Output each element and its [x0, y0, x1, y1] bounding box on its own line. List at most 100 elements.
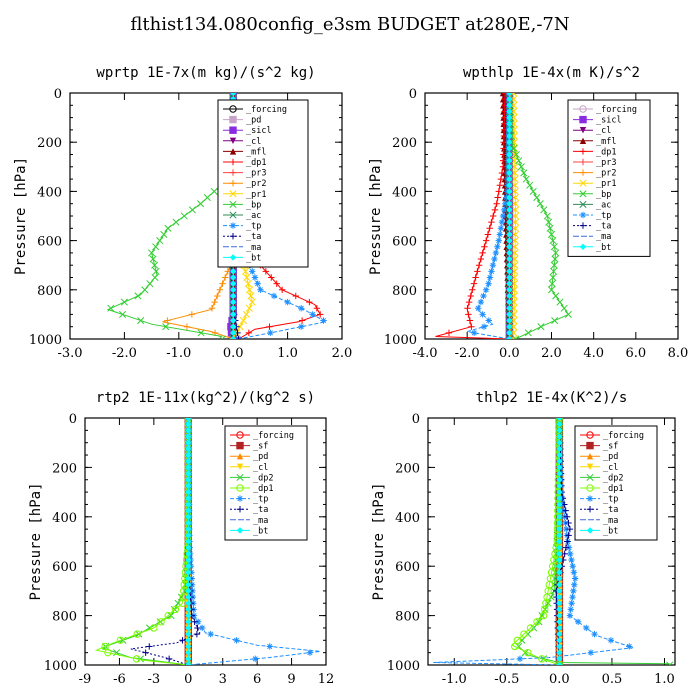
- series-marker: [574, 618, 582, 625]
- series-marker: [133, 630, 141, 638]
- legend-label: _dp2: [253, 473, 273, 483]
- series-marker: [522, 175, 530, 183]
- legend-marker: [236, 506, 244, 513]
- series-marker: [511, 267, 519, 275]
- series-marker: [469, 286, 476, 293]
- series-marker: [538, 655, 546, 663]
- series-marker: [254, 280, 261, 287]
- series-marker: [550, 243, 558, 251]
- series-marker: [506, 280, 513, 287]
- series-marker: [556, 418, 563, 422]
- series-marker: [317, 311, 324, 318]
- legend-marker: [236, 495, 244, 502]
- x-tick-label: -2.0: [455, 346, 480, 361]
- series-line-dp1: [435, 93, 510, 339]
- series-marker: [511, 163, 519, 171]
- series-marker: [506, 262, 513, 269]
- series-marker: [565, 532, 572, 539]
- series-marker: [148, 249, 156, 257]
- chart-title: wprtp 1E-7x(m kg)/(s^2 kg): [96, 65, 315, 81]
- y-tick-label: 200: [392, 136, 417, 151]
- series-marker: [248, 298, 256, 306]
- y-tick-label: 800: [392, 284, 417, 299]
- legend-label: _ta: [246, 232, 261, 242]
- y-tick-label: 400: [52, 511, 77, 526]
- series-marker: [193, 630, 201, 638]
- series-marker: [510, 286, 518, 294]
- legend-label: _ac: [596, 200, 611, 210]
- series-marker: [506, 335, 513, 339]
- legend-marker: [579, 158, 587, 166]
- x-tick-label: -1.0: [166, 346, 191, 361]
- series-marker: [506, 329, 513, 337]
- series-marker: [185, 439, 192, 446]
- series-marker: [185, 433, 192, 440]
- series-marker: [506, 151, 513, 158]
- series-marker: [556, 569, 563, 576]
- legend-label: _pd: [253, 452, 268, 462]
- x-tick-label: -3: [148, 672, 161, 687]
- series-marker: [230, 298, 237, 306]
- series-marker: [556, 630, 563, 638]
- x-tick-label: -3.0: [57, 346, 82, 361]
- series-marker: [208, 305, 216, 312]
- series-marker: [526, 181, 534, 189]
- series-marker: [569, 563, 576, 570]
- series-marker: [199, 624, 206, 632]
- series-marker: [564, 538, 571, 545]
- x-tick-label: -1.0: [442, 672, 467, 687]
- series-marker: [298, 317, 306, 324]
- series-marker: [495, 188, 502, 195]
- series-marker: [506, 126, 513, 134]
- series-marker: [563, 513, 571, 520]
- series-marker: [607, 637, 615, 644]
- series-line-dp2: [100, 418, 189, 665]
- series-marker: [515, 642, 523, 651]
- series-marker: [249, 268, 256, 275]
- series-marker: [465, 311, 472, 318]
- legend-label: _ma: [603, 516, 618, 526]
- legend-box: [567, 99, 651, 257]
- legend-marker: [236, 431, 244, 439]
- series-marker: [506, 145, 513, 152]
- series-marker: [243, 273, 251, 282]
- y-tick-label: 0: [409, 87, 417, 102]
- legend-label: _dp1: [246, 158, 266, 168]
- series-marker: [180, 212, 188, 220]
- series-marker: [498, 218, 506, 226]
- series-marker: [511, 230, 519, 239]
- series-marker: [497, 175, 505, 183]
- series-marker: [486, 274, 494, 281]
- series-marker: [563, 525, 570, 533]
- series-group: [94, 418, 321, 665]
- series-marker: [104, 648, 112, 657]
- series-marker: [517, 163, 525, 171]
- series-marker: [135, 630, 143, 638]
- legend-label: _tp: [596, 211, 611, 221]
- series-marker: [298, 305, 305, 312]
- legend-label: _dp1: [596, 147, 616, 157]
- series-marker: [156, 237, 164, 245]
- series-group: [433, 418, 674, 665]
- x-tick-label: 2.0: [332, 346, 353, 361]
- legend: _forcing_pd_sicl_cl_mfl_dp1_pr3_pr2_pr1_…: [217, 99, 309, 268]
- legend-marker: [586, 495, 594, 502]
- series-marker: [185, 451, 192, 459]
- x-tick-label: 0.0: [549, 672, 570, 687]
- chart-panel-wprtp: wprtp 1E-7x(m kg)/(s^2 kg) Pressure [hPa]…: [13, 65, 353, 361]
- series-marker: [556, 538, 563, 545]
- series-marker: [560, 304, 568, 312]
- series-marker: [552, 249, 560, 257]
- series-marker: [179, 637, 186, 644]
- series-marker: [511, 273, 519, 282]
- series-marker: [185, 495, 192, 502]
- series-marker: [571, 575, 579, 582]
- legend-marker: [229, 180, 237, 187]
- series-marker: [185, 600, 192, 607]
- series-marker: [185, 445, 192, 453]
- series-marker: [511, 261, 519, 269]
- series-marker: [516, 655, 524, 663]
- y-axis-label: Pressure [hPa]: [28, 482, 44, 600]
- series-marker: [210, 187, 218, 195]
- legend-marker: [236, 463, 244, 470]
